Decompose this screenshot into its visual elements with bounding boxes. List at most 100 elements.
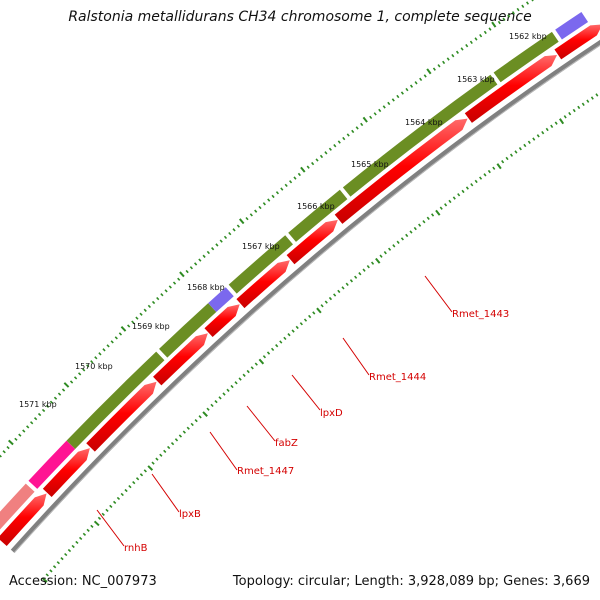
scale-tick: [236, 224, 240, 228]
scale-tick: [460, 47, 464, 51]
scale-tick: [383, 251, 387, 255]
scale-tick: [147, 304, 151, 309]
scale-tick: [45, 573, 49, 577]
scale-tick: [312, 311, 316, 315]
scale-tick: [563, 115, 567, 119]
scale-tick: [63, 382, 70, 388]
accession-text: Accession: NC_007973: [9, 574, 157, 589]
scale-tick: [448, 199, 452, 204]
gene-label-rmet-1447[interactable]: Rmet_1447: [237, 466, 294, 477]
scale-label-1567: 1567 kbp: [242, 242, 280, 251]
scale-tick: [396, 94, 400, 99]
scale-tick: [379, 254, 383, 258]
scale-tick: [444, 203, 448, 207]
gene-label-rmet-1443[interactable]: Rmet_1443: [452, 309, 509, 320]
scale-tick: [82, 532, 87, 536]
scale-tick: [178, 434, 183, 438]
map-title: Ralstonia metallidurans CH34 chromosome …: [68, 9, 532, 25]
scale-tick: [194, 418, 198, 423]
scale-tick: [112, 500, 117, 505]
scale-tick: [487, 169, 491, 174]
scale-tick: [369, 115, 373, 120]
scale-tick: [400, 237, 404, 241]
scale-tick: [595, 93, 599, 97]
label-leaders: [96, 275, 453, 547]
scale-tick: [97, 516, 102, 520]
scale-tick: [502, 17, 506, 21]
gene-label-fabz[interactable]: fabZ: [275, 438, 298, 449]
scale-tick: [491, 21, 497, 28]
gene-label-lpxd[interactable]: lpxD: [320, 408, 343, 419]
scale-tick: [254, 209, 258, 213]
scale-tick: [271, 194, 275, 199]
scale-tick: [299, 322, 303, 326]
scale-tick: [435, 209, 441, 216]
scale-tick: [409, 84, 414, 88]
scale-tick: [159, 453, 163, 457]
scale-tick: [541, 130, 545, 135]
scale-tick: [439, 206, 443, 210]
scale-tick: [366, 265, 370, 269]
scale-tick: [300, 166, 306, 173]
feature-tracks: [0, 12, 600, 547]
label-leader: [342, 337, 370, 376]
scale-tick: [465, 43, 469, 48]
scale-tick: [139, 473, 144, 477]
scale-tick: [413, 226, 417, 231]
gene-label-rmet-1444[interactable]: Rmet_1444: [369, 372, 426, 383]
scale-tick: [554, 121, 558, 125]
scale-tick: [61, 388, 66, 392]
scale-tick: [190, 422, 194, 427]
scale-tick: [342, 136, 346, 141]
scale-tick: [60, 557, 64, 561]
scale-tick: [78, 536, 83, 541]
scale-tick: [423, 74, 427, 78]
scale-tick: [114, 336, 118, 340]
scale-tick: [230, 384, 234, 389]
scale-tick: [474, 179, 478, 184]
scale-tick: [536, 134, 540, 138]
scale-tick: [206, 407, 210, 411]
gene-label-lpxb[interactable]: lpxB: [179, 509, 201, 520]
scale-tick: [333, 143, 337, 148]
scale-tick: [57, 392, 62, 396]
sequence-summary: Topology: circular; Length: 3,928,089 bp…: [232, 574, 590, 589]
scale-tick: [94, 356, 98, 360]
scale-tick: [18, 433, 22, 437]
scale-tick: [469, 40, 473, 44]
scale-tick: [41, 408, 46, 413]
scale-tick: [461, 189, 465, 194]
scale-tick: [0, 454, 2, 458]
scale-tick: [53, 396, 58, 400]
scale-tick: [82, 368, 86, 372]
scale-tick: [306, 165, 310, 169]
scale-tick: [210, 403, 214, 408]
scale-tick: [67, 548, 72, 553]
reverse-feature-5: [228, 235, 293, 294]
scale-tick: [287, 333, 291, 337]
scale-tick: [222, 392, 226, 396]
scale-tick: [354, 275, 358, 279]
scale-tick: [452, 196, 456, 200]
label-leader: [209, 431, 238, 471]
scale-tick: [6, 446, 10, 450]
scale-tick: [470, 183, 474, 187]
scale-tick: [316, 307, 322, 314]
scale-tick: [33, 417, 38, 421]
scale-tick: [373, 112, 377, 116]
scale-tick: [391, 98, 395, 102]
scale-tick: [465, 186, 469, 190]
scale-tick: [219, 239, 223, 243]
scale-tick: [488, 27, 492, 31]
scale-tick: [245, 216, 249, 221]
scale-tick: [572, 108, 576, 113]
scale-tick: [93, 520, 100, 527]
gene-label-rnhb[interactable]: rnhB: [124, 543, 148, 554]
scale-tick: [14, 437, 18, 441]
scale-tick: [355, 126, 359, 130]
scale-tick: [135, 477, 140, 481]
scale-tick: [442, 60, 446, 65]
scale-tick: [419, 77, 423, 82]
scale-tick: [143, 469, 147, 473]
scale-tick: [319, 154, 324, 159]
